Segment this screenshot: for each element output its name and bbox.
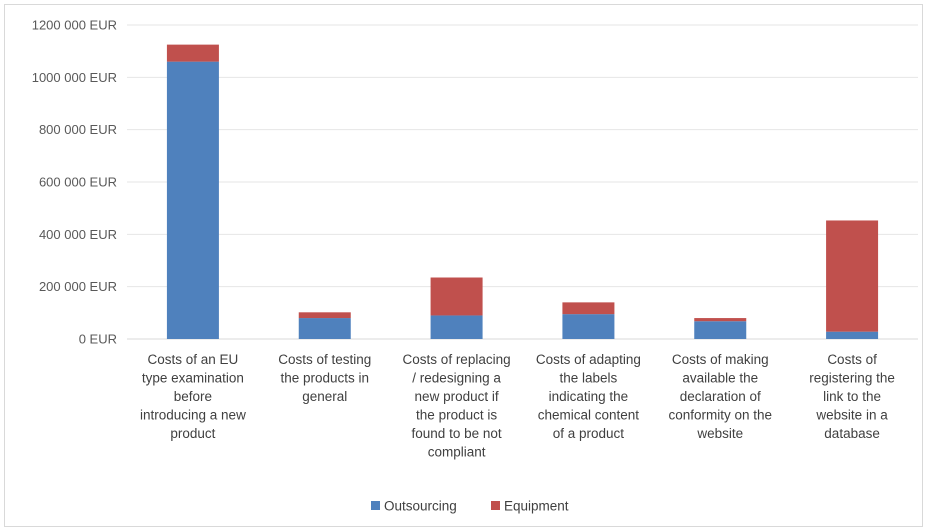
y-tick-label: 200 000 EUR	[39, 279, 117, 294]
legend-swatch-outsourcing	[371, 501, 380, 510]
bar-equipment-5	[694, 318, 747, 322]
x-category-label: Costs of an EU type examination before intr…	[140, 352, 246, 441]
bar-equipment-2	[298, 312, 351, 319]
y-tick-label: 1200 000 EUR	[32, 18, 117, 33]
bar-equipment-6	[826, 220, 879, 332]
y-tick-label: 600 000 EUR	[39, 175, 117, 190]
bar-equipment-1	[166, 44, 219, 62]
y-tick-label: 1000 000 EUR	[32, 70, 117, 85]
legend-swatch-equipment	[491, 501, 500, 510]
x-category-label: Costs of registering the link to the websit…	[809, 352, 895, 441]
bar-outsourcing-4	[562, 314, 615, 339]
bar-equipment-4	[562, 302, 615, 315]
x-category-label: Costs of testing the products in general	[278, 352, 371, 404]
bar-outsourcing-2	[298, 318, 351, 339]
bar-outsourcing-3	[430, 315, 483, 339]
y-tick-label: 0 EUR	[79, 332, 117, 347]
legend-label-equipment: Equipment	[504, 499, 569, 514]
legend-label-outsourcing: Outsourcing	[384, 499, 457, 514]
bars	[166, 44, 879, 340]
bar-equipment-3	[430, 277, 483, 316]
x-category-label: Costs of making available the declaration …	[668, 352, 772, 441]
y-axis-tick-labels: 0 EUR 200 000 EUR 400 000 EUR 600 000 EUR 80…	[32, 18, 117, 347]
gridlines	[127, 24, 918, 340]
legend: Outsourcing Equipment	[371, 499, 569, 514]
y-tick-label: 800 000 EUR	[39, 122, 117, 137]
y-tick-label: 400 000 EUR	[39, 227, 117, 242]
x-category-label: Costs of adapting the labels indicating th…	[536, 352, 641, 441]
bar-outsourcing-6	[826, 331, 879, 339]
bar-outsourcing-1	[166, 61, 219, 340]
x-category-label: Costs of replacing / redesigning a new pro…	[403, 352, 511, 460]
x-axis-category-labels: Costs of an EU type examination before intr…	[140, 352, 895, 460]
chart-frame	[4, 4, 923, 527]
bar-outsourcing-5	[694, 321, 747, 339]
